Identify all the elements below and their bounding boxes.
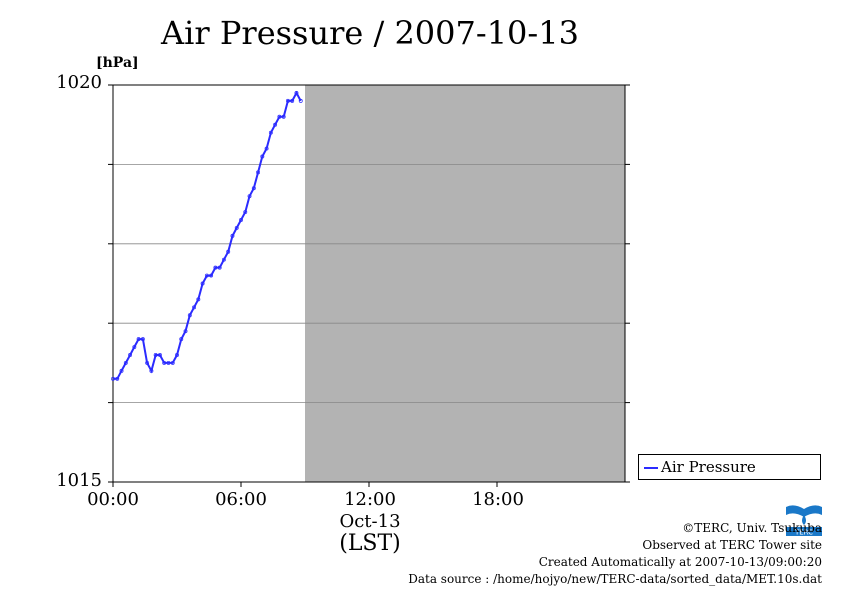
data-point (298, 98, 303, 103)
footer-source: Data source : /home/hojyo/new/TERC-data/… (408, 572, 822, 586)
data-point (213, 265, 218, 270)
x-axis-unit-label: (LST) (339, 531, 401, 556)
plot-area (108, 84, 630, 487)
data-point (119, 368, 124, 373)
y-axis-unit-label: [hPa] (96, 55, 139, 71)
data-point (260, 154, 265, 159)
data-point (273, 122, 278, 127)
data-point (115, 376, 120, 381)
data-point (132, 345, 137, 349)
data-point (140, 337, 145, 342)
data-point (285, 98, 290, 103)
footer-copyright: ©TERC, Univ. Tsukuba (682, 521, 822, 535)
terc-logo: TERC (784, 503, 824, 537)
x-tick-label-0000: 00:00 (87, 489, 139, 510)
data-point (226, 249, 231, 254)
y-tick-label-1015: 1015 (56, 470, 102, 491)
footer-observed: Observed at TERC Tower site (642, 538, 822, 552)
data-point (234, 225, 239, 230)
data-point (192, 305, 197, 310)
footer-created: Created Automatically at 2007-10-13/09:0… (538, 555, 822, 569)
x-date-label: Oct-13 (339, 511, 401, 532)
data-point (247, 194, 252, 199)
data-point (217, 265, 222, 270)
legend-label: Air Pressure (661, 458, 756, 476)
data-point (221, 257, 226, 262)
data-point (179, 337, 184, 342)
data-point (162, 360, 167, 365)
logo-text: TERC (794, 529, 813, 537)
data-point (256, 170, 261, 175)
data-point (268, 130, 273, 135)
data-point (183, 329, 188, 334)
data-point (136, 337, 141, 342)
series-line (113, 90, 302, 380)
x-tick-label-0600: 06:00 (215, 489, 267, 510)
data-point (281, 114, 286, 119)
data-point (166, 360, 171, 365)
x-tick-label-1800: 18:00 (472, 489, 524, 510)
data-point (157, 353, 162, 357)
data-point (209, 273, 214, 278)
data-point (123, 360, 128, 365)
data-point (230, 233, 235, 238)
data-point (187, 313, 192, 318)
data-point (153, 353, 158, 357)
data-point (251, 186, 256, 191)
data-point (200, 281, 205, 286)
data-point (277, 114, 282, 119)
data-point (239, 218, 243, 222)
legend: Air Pressure (638, 454, 821, 480)
data-point (294, 90, 299, 95)
data-point (175, 353, 179, 357)
data-point (196, 297, 201, 302)
data-point (170, 360, 175, 365)
data-point (204, 273, 209, 278)
data-point (111, 376, 115, 381)
x-tick-label-1200: 12:00 (344, 489, 396, 510)
data-point (149, 368, 154, 373)
data-point (128, 353, 133, 357)
data-point (290, 98, 295, 103)
data-point (243, 210, 248, 214)
chart-title: Air Pressure / 2007-10-13 (161, 14, 579, 52)
data-point (264, 146, 269, 151)
no-data-region (305, 85, 625, 482)
legend-swatch (644, 467, 658, 469)
data-point (145, 360, 150, 365)
y-tick-label-1020: 1020 (56, 72, 102, 93)
